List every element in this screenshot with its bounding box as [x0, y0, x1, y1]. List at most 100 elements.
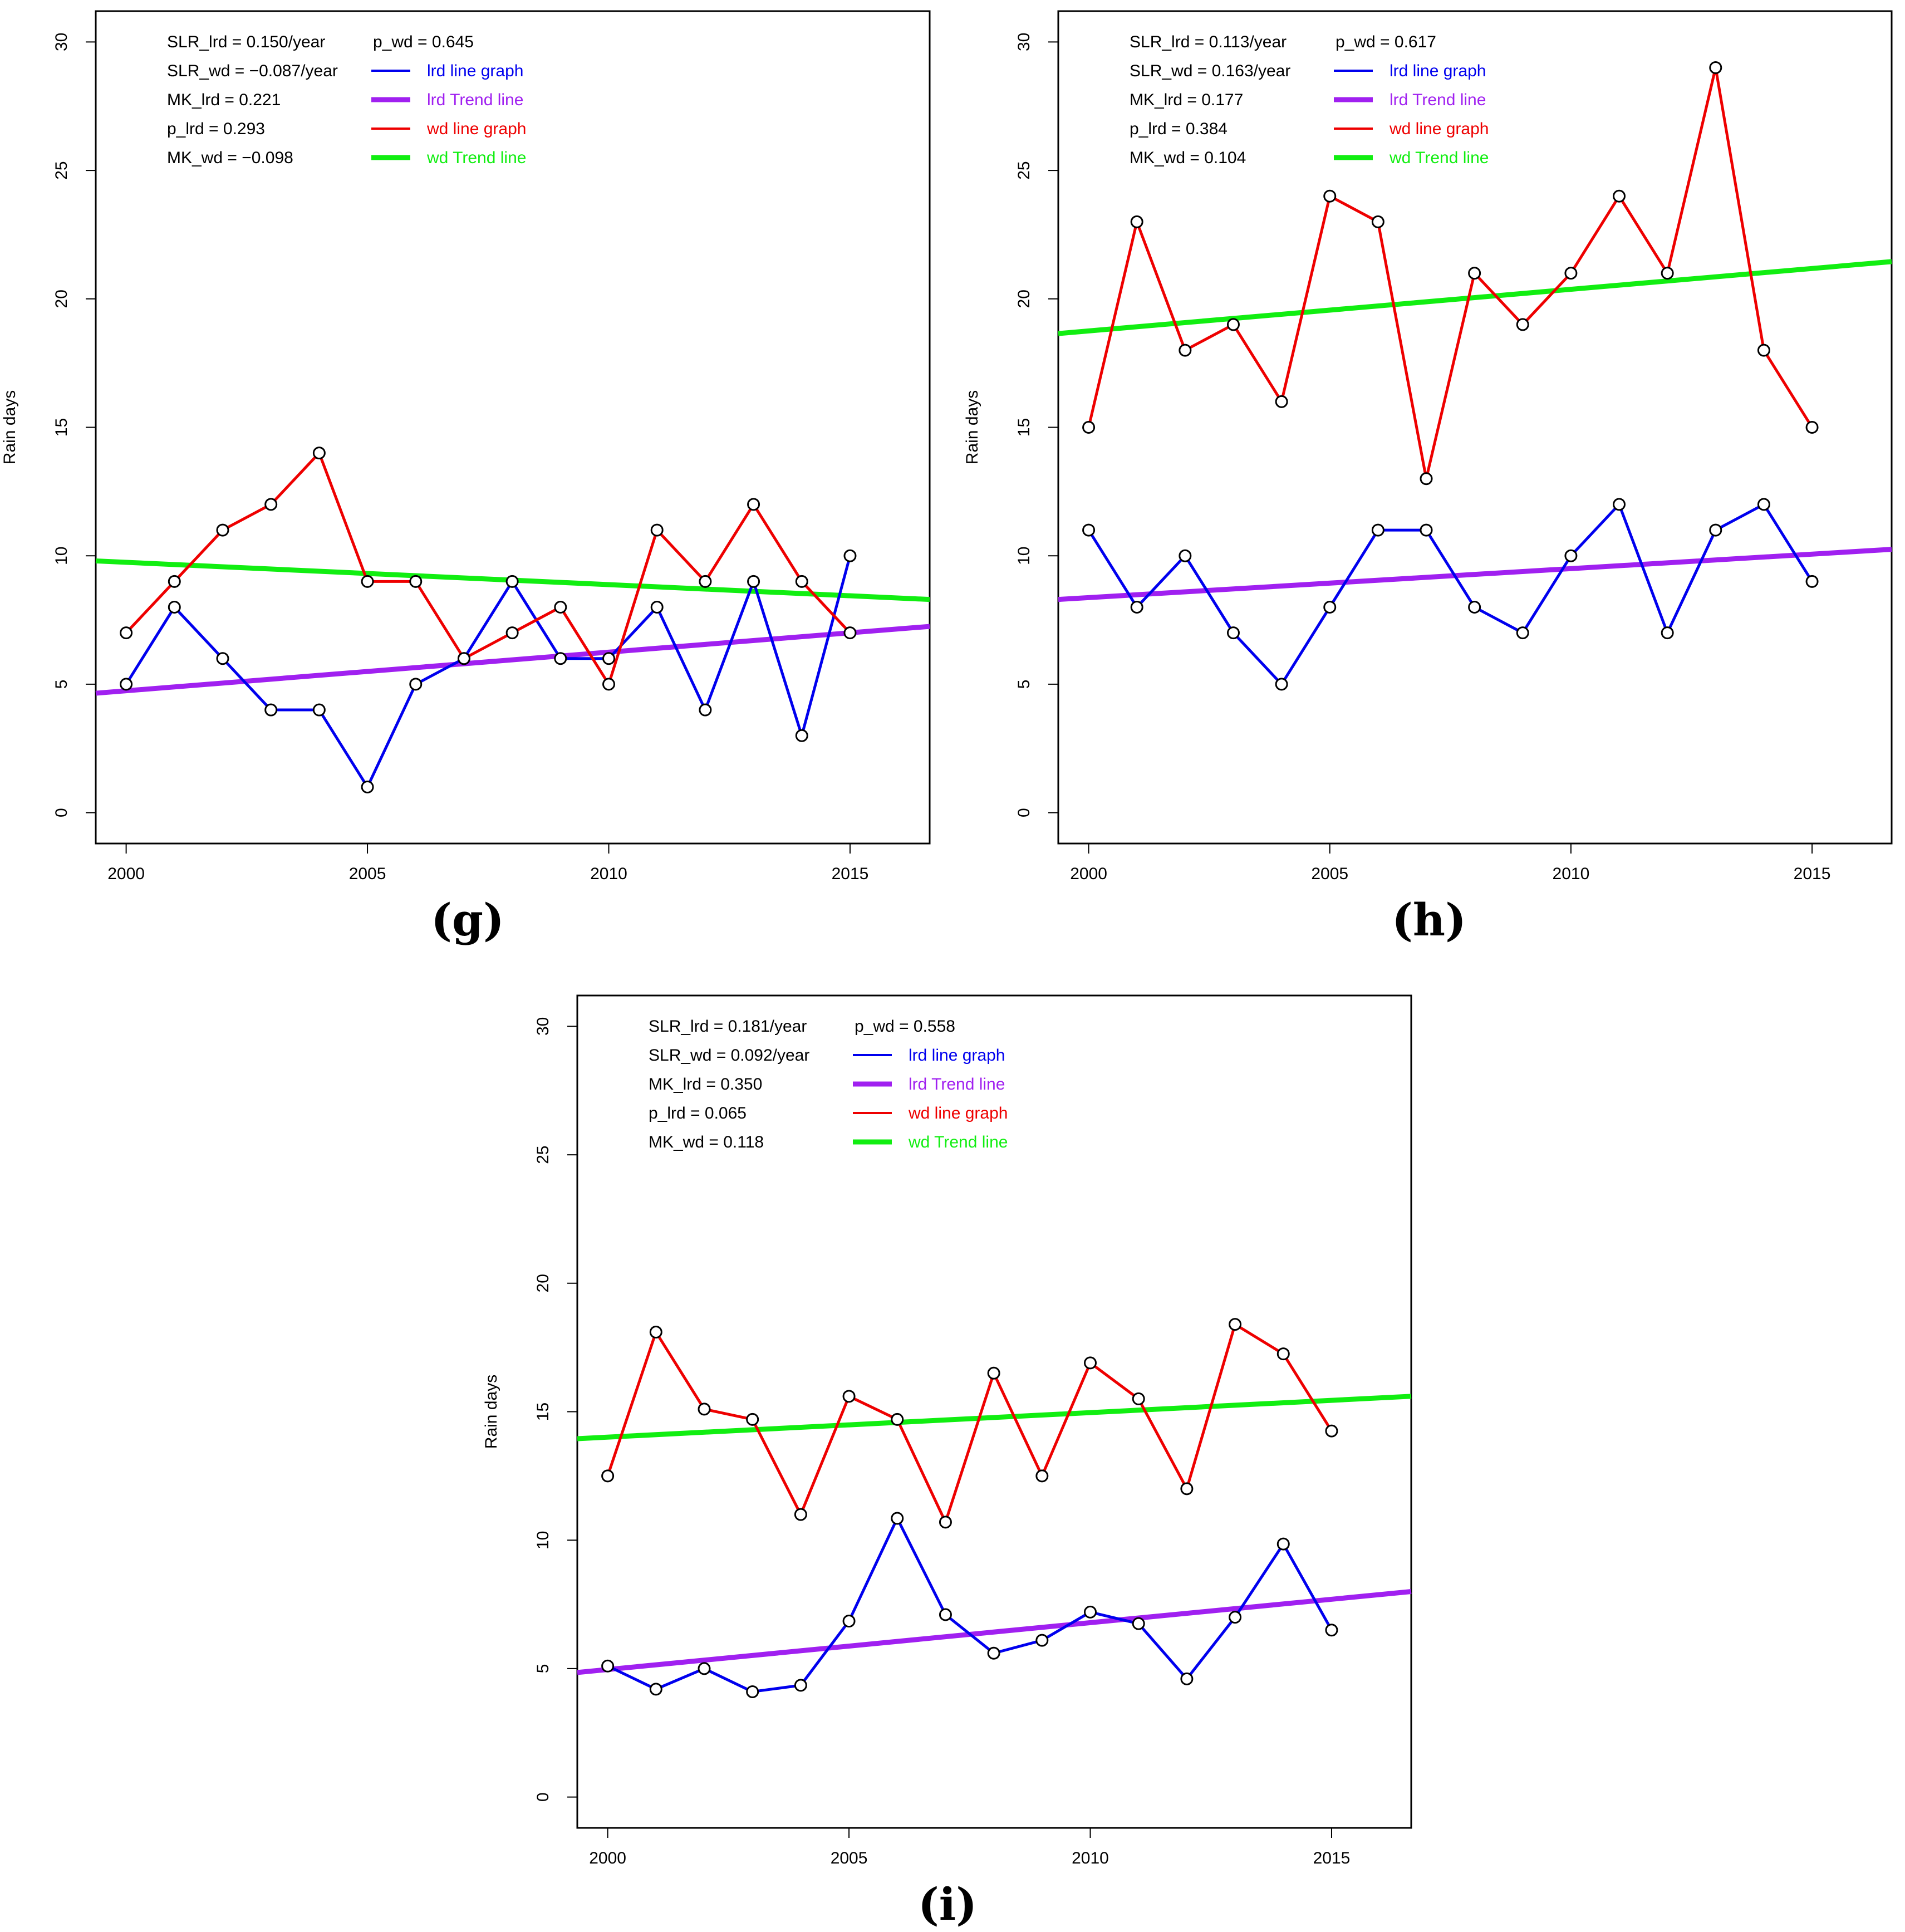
wd-line-graph-point: [843, 626, 857, 640]
lrd-line-graph-point: [120, 678, 133, 691]
y-tick-label: 30: [534, 1017, 552, 1036]
wd-line-graph-point: [312, 447, 326, 460]
chart-panel-h: 0 5 10 15 20 25 30 2000 2005 2010 2015 Rain days SLR…: [963, 10, 1893, 883]
lrd-line-graph-point: [650, 600, 664, 614]
lrd-line-graph-point: [1229, 1611, 1242, 1624]
lrd-line-graph-point: [747, 575, 760, 588]
wd-line-graph-point: [1613, 189, 1626, 203]
legend-label: lrd line graph: [1390, 62, 1486, 80]
y-tick-label: 20: [534, 1274, 552, 1292]
lrd-line-graph-point: [842, 1615, 856, 1628]
wd-line-graph-point: [746, 1413, 759, 1426]
chart-panel-i: 0 5 10 15 20 25 30 2000 2005 2010 2015 Rain days SLR…: [482, 994, 1412, 1867]
lrd-line-graph: [1087, 503, 1814, 686]
wd-line-graph-point: [216, 523, 229, 537]
wd-line-graph-point: [1276, 1347, 1290, 1361]
lrd-line-graph-point: [1757, 498, 1770, 511]
wd-line-graph-point: [1275, 395, 1288, 408]
wd-line-graph-point: [987, 1366, 1000, 1380]
lrd-line-graph-point: [1371, 523, 1384, 537]
stat-text: MK_lrd = 0.221: [167, 91, 281, 109]
stat-text: MK_wd = 0.118: [649, 1133, 764, 1151]
lrd-line-graph-point: [409, 678, 423, 691]
wd-line-graph-point: [1323, 189, 1337, 203]
wd-line-graph-point: [264, 498, 278, 511]
legend-label: wd Trend line: [426, 149, 526, 167]
wd-line-graph-point: [1130, 215, 1143, 228]
x-tick-label: 2005: [349, 865, 386, 883]
wd-line-graph-point: [1179, 344, 1192, 357]
lrd-line-graph-point: [939, 1608, 952, 1621]
y-tick-label: 5: [1015, 680, 1033, 689]
stat-text: SLR_wd = −0.087/year: [167, 62, 338, 80]
wd-line-graph-point: [1805, 421, 1819, 434]
lrd-line-graph-point: [554, 652, 567, 665]
y-tick-label: 25: [1015, 161, 1033, 179]
stat-text: MK_lrd = 0.350: [649, 1075, 762, 1094]
wd-line-graph-point: [1035, 1469, 1049, 1483]
lrd-line-graph-point: [601, 1659, 615, 1673]
lrd-line-graph-point: [216, 652, 229, 665]
x-tick-label: 2000: [589, 1849, 626, 1867]
stat-text-p-wd: p_wd = 0.558: [855, 1017, 955, 1036]
legend-label: lrd Trend line: [1390, 91, 1486, 109]
wd-line-graph-point: [1084, 1356, 1097, 1370]
y-axis-title: Rain days: [963, 390, 981, 464]
x-tick-label: 2010: [1072, 1849, 1109, 1867]
chart-panel-g: 0 5 10 15 20 25 30 2000 2005 2010 2015 Rain days SLR…: [1, 10, 931, 883]
lrd-line-graph-point: [1084, 1605, 1097, 1619]
lrd-line-graph-point: [1226, 626, 1240, 640]
lrd-line-graph: [125, 555, 852, 788]
lrd-line-graph-point: [843, 549, 857, 562]
lrd-line-graph-point: [1276, 1537, 1290, 1551]
lrd-line-graph-point: [361, 780, 374, 793]
lrd-line-graph-point: [1132, 1617, 1145, 1630]
stat-text: SLR_lrd = 0.150/year: [167, 33, 325, 51]
lrd-line-graph-point: [1035, 1634, 1049, 1647]
y-axis-title: Rain days: [482, 1375, 500, 1449]
lrd-line-graph-point: [987, 1646, 1000, 1660]
y-tick-label: 25: [52, 161, 71, 179]
lrd-line-graph-point: [1275, 678, 1288, 691]
stat-text: p_lrd = 0.065: [649, 1104, 747, 1122]
lrd-line-graph-point: [312, 703, 326, 717]
lrd-line-graph-point: [1082, 523, 1096, 537]
lrd-trend-line: [1058, 547, 1892, 602]
stat-text: SLR_wd = 0.092/year: [649, 1046, 809, 1065]
wd-line-graph-point: [794, 1508, 807, 1521]
wd-line-graph: [1087, 66, 1814, 480]
stat-text: p_lrd = 0.384: [1130, 120, 1228, 138]
lrd-line-graph-point: [1516, 626, 1529, 640]
lrd-line-graph-point: [698, 1662, 711, 1675]
x-tick-label: 2010: [1553, 865, 1590, 883]
wd-line-graph-point: [939, 1516, 952, 1529]
y-tick-label: 15: [52, 418, 71, 437]
wd-line-graph-point: [1516, 318, 1529, 331]
lrd-line-graph-point: [264, 703, 278, 717]
x-tick-label: 2005: [831, 1849, 868, 1867]
y-tick-label: 10: [1015, 547, 1033, 565]
lrd-trend-line: [95, 624, 930, 696]
lrd-line-graph-point: [794, 1679, 807, 1692]
lrd-line-graph-point: [1130, 600, 1143, 614]
lrd-line-graph-point: [649, 1683, 662, 1696]
x-tick-label: 2015: [832, 865, 869, 883]
wd-line-graph-point: [1226, 318, 1240, 331]
x-tick-label: 2010: [590, 865, 627, 883]
legend-label: wd line graph: [908, 1104, 1008, 1122]
legend-label: lrd Trend line: [427, 91, 523, 109]
wd-line-graph-point: [1420, 472, 1433, 486]
panel-label-i: (i): [918, 1878, 977, 1930]
wd-line-graph-point: [891, 1413, 904, 1426]
wd-line-graph-point: [168, 575, 181, 588]
wd-line-graph: [125, 452, 851, 686]
x-tick-label: 2015: [1313, 1849, 1351, 1867]
wd-line-graph-point: [699, 575, 712, 588]
x-tick-label: 2000: [1070, 865, 1107, 883]
y-tick-label: 10: [534, 1531, 552, 1549]
stat-text: p_lrd = 0.293: [167, 120, 265, 138]
legend-label: lrd Trend line: [909, 1075, 1005, 1094]
stat-text: MK_wd = 0.104: [1130, 149, 1246, 167]
